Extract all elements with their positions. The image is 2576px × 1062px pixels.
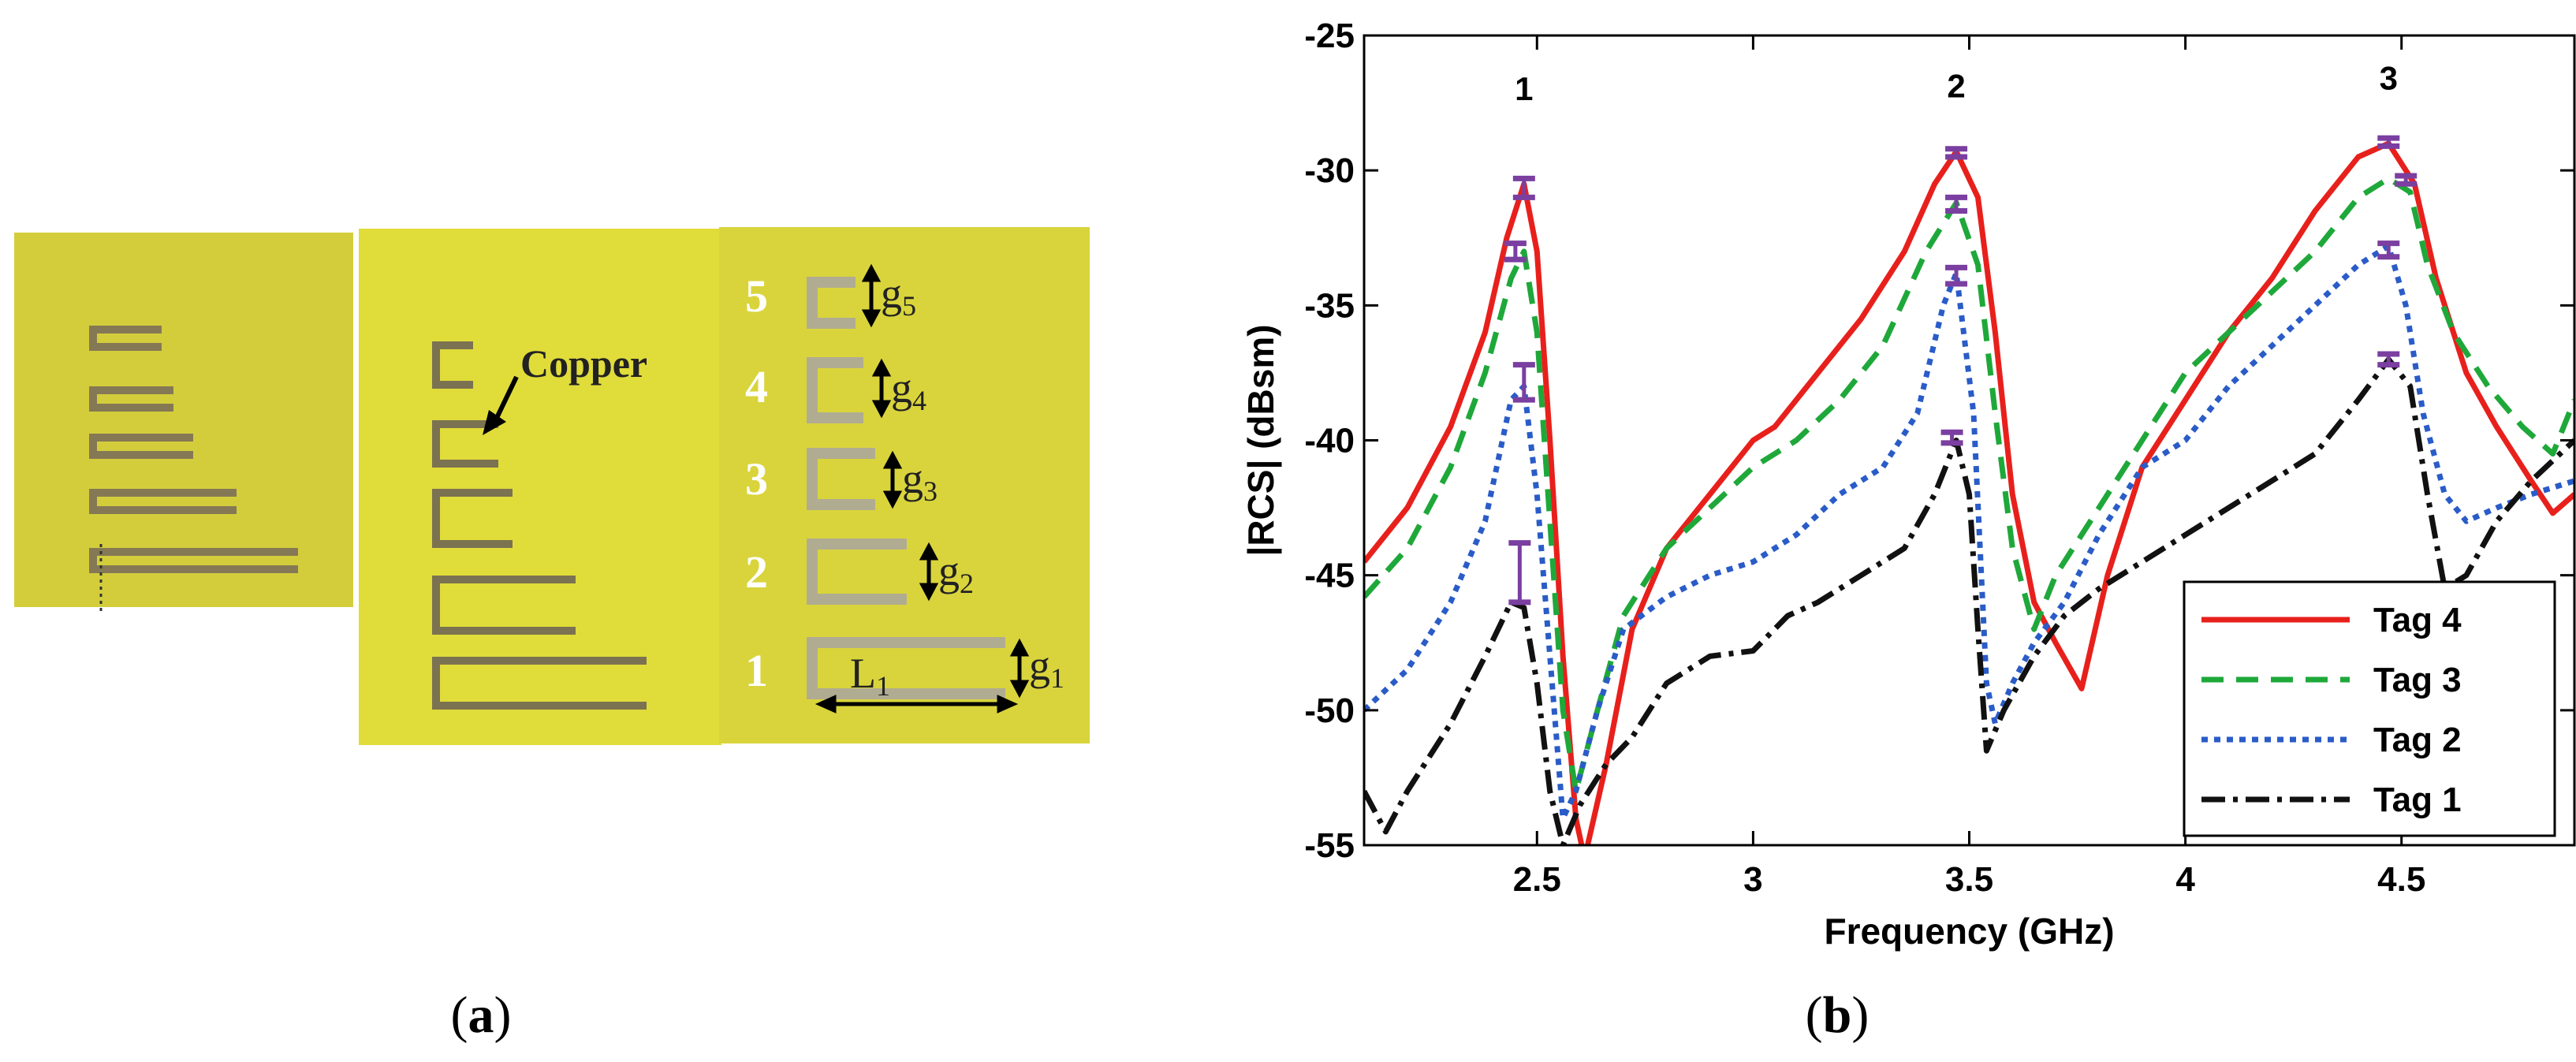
error-bar bbox=[1940, 429, 1963, 446]
caption-a: (a) bbox=[450, 986, 512, 1044]
peak-label-1: 1 bbox=[1515, 70, 1533, 107]
slot-number-3: 3 bbox=[745, 453, 768, 505]
peak-label-3: 3 bbox=[2380, 59, 2398, 96]
copper-label: Copper bbox=[520, 341, 647, 386]
error-bar bbox=[2377, 351, 2400, 368]
gap-labels: g5 g4 g3 g2 g1 L1 bbox=[850, 270, 1064, 702]
y-tick-label: -30 bbox=[1304, 151, 1355, 190]
tag-photo: Copper 5 4 3 2 1 g5 g4 bbox=[14, 227, 1090, 745]
x-axis-label: Frequency (GHz) bbox=[1824, 911, 2114, 952]
gap-label-g1: g1 bbox=[1029, 642, 1064, 694]
y-tick-label: -50 bbox=[1304, 691, 1355, 730]
y-tick-label: -25 bbox=[1304, 17, 1355, 55]
legend-label: Tag 3 bbox=[2373, 661, 2462, 699]
legend-label: Tag 4 bbox=[2373, 601, 2462, 639]
y-tick-label: -40 bbox=[1304, 422, 1355, 460]
slot-number-1: 1 bbox=[745, 645, 768, 696]
error-bar bbox=[1512, 362, 1535, 403]
tag-photo-panel: Copper 5 4 3 2 1 g5 g4 bbox=[0, 0, 1167, 788]
legend-entry-tag-4[interactable]: Tag 4 bbox=[2201, 601, 2462, 639]
axes: 2.5 3 3.5 4 4.5 -55 -50 -45 -40 -35 -30 -25 bbox=[1304, 17, 2576, 899]
rcs-chart: 2.5 3 3.5 4 4.5 -55 -50 -45 -40 -35 -30 -25 1 2 3 Tag… bbox=[1240, 17, 2576, 952]
peak-label-2: 2 bbox=[1947, 68, 1965, 105]
error-bar bbox=[2377, 240, 2400, 260]
error-bar bbox=[2377, 135, 2400, 149]
slot-number-5: 5 bbox=[745, 270, 768, 322]
y-tick-label: -45 bbox=[1304, 557, 1355, 595]
legend-label: Tag 1 bbox=[2373, 781, 2462, 819]
legend-entry-tag-3[interactable]: Tag 3 bbox=[2201, 661, 2462, 699]
board-2-traces bbox=[432, 341, 647, 710]
error-bar bbox=[1945, 146, 1968, 160]
slot-number-4: 4 bbox=[745, 361, 768, 412]
error-bar bbox=[2395, 173, 2418, 187]
gap-label-g4: g4 bbox=[891, 364, 926, 416]
gap-label-g2: g2 bbox=[938, 547, 974, 599]
error-bar bbox=[1512, 175, 1535, 200]
x-tick-label: 2.5 bbox=[1513, 860, 1561, 899]
pcb-board-2 bbox=[359, 229, 721, 745]
caption-b: (b) bbox=[1805, 986, 1870, 1044]
pcb-board-1 bbox=[14, 233, 353, 607]
legend-entry-tag-1[interactable]: Tag 1 bbox=[2201, 781, 2462, 819]
peak-annotations: 1 2 3 bbox=[1515, 59, 2398, 107]
copper-arrow-head bbox=[483, 410, 506, 435]
slot-number-labels: 5 4 3 2 1 bbox=[745, 270, 768, 696]
rcs-chart-panel: 2.5 3 3.5 4 4.5 -55 -50 -45 -40 -35 -30 -25 1 2 3 Tag… bbox=[1230, 0, 2576, 986]
y-tick-label: -35 bbox=[1304, 286, 1355, 325]
legend-label: Tag 2 bbox=[2373, 721, 2462, 759]
gap-label-g3: g3 bbox=[902, 455, 938, 507]
x-tick-label: 3 bbox=[1743, 860, 1762, 899]
length-label-l1: L1 bbox=[850, 650, 890, 702]
x-tick-label: 4 bbox=[2175, 860, 2195, 899]
gap-arrows bbox=[815, 263, 1030, 714]
x-tick-label: 4.5 bbox=[2377, 860, 2425, 899]
copper-arrow bbox=[494, 375, 519, 419]
legend-box bbox=[2183, 580, 2556, 837]
error-bar bbox=[1945, 264, 1968, 287]
error-bars bbox=[1504, 135, 2418, 606]
slot-number-2: 2 bbox=[745, 546, 768, 598]
error-bar bbox=[1508, 540, 1531, 606]
board-1-traces bbox=[89, 326, 298, 573]
error-bar bbox=[1504, 240, 1527, 263]
gap-label-g5: g5 bbox=[881, 270, 916, 322]
board-3-traces bbox=[807, 277, 1005, 699]
legend-entry-tag-2[interactable]: Tag 2 bbox=[2201, 721, 2462, 759]
y-axis-label: |RCS| (dBsm) bbox=[1240, 324, 1281, 556]
x-tick-label: 3.5 bbox=[1945, 860, 1993, 899]
error-bar bbox=[1945, 194, 1968, 214]
y-tick-label: -55 bbox=[1304, 826, 1355, 865]
legend[interactable]: Tag 4 Tag 3 Tag 2 Tag 1 bbox=[2183, 580, 2556, 837]
pcb-board-3 bbox=[719, 227, 1090, 743]
